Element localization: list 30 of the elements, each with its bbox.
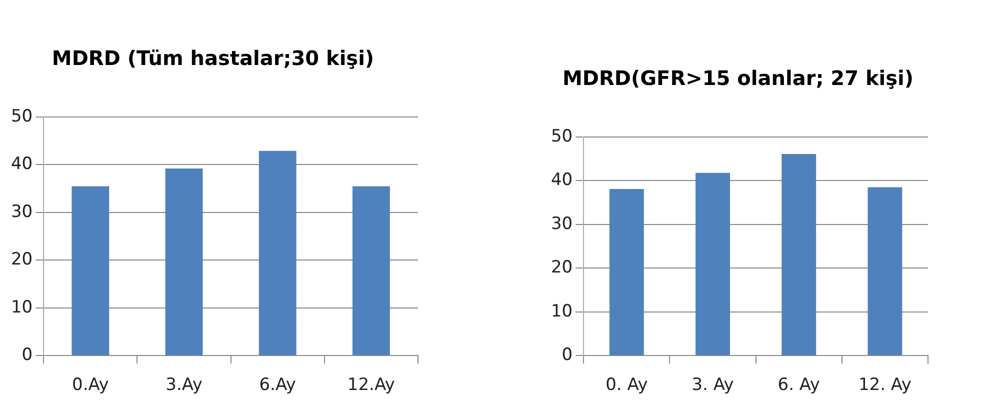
- x-tick-label: 0.Ay: [72, 375, 109, 396]
- x-tick-label: 3. Ay: [692, 375, 734, 396]
- chart-title: MDRD(GFR>15 olanlar; 27 kişi): [562, 66, 914, 90]
- bar: [258, 150, 296, 356]
- bar: [165, 168, 203, 356]
- x-tick-label: 6. Ay: [778, 375, 820, 396]
- y-tick-label: 30: [10, 202, 33, 222]
- y-tick-label: 0: [562, 345, 573, 366]
- bar: [782, 154, 816, 356]
- y-tick-label: 40: [550, 170, 573, 190]
- bar: [696, 172, 730, 356]
- x-tick-label: 12. Ay: [858, 375, 912, 396]
- bar: [609, 189, 644, 356]
- y-tick-label: 40: [10, 154, 33, 174]
- bar: [72, 186, 110, 356]
- x-tick-label: 0. Ay: [606, 375, 648, 396]
- y-tick-label: 10: [10, 297, 33, 318]
- y-tick-label: 10: [550, 301, 573, 322]
- y-tick-label: 30: [550, 214, 573, 234]
- y-tick-label: 0: [22, 345, 33, 366]
- y-tick-label: 50: [10, 106, 33, 126]
- chart-title: MDRD (Tüm hastalar;30 kişi): [52, 46, 374, 70]
- bar: [352, 186, 390, 356]
- y-tick-label: 50: [550, 126, 573, 146]
- x-tick-label: 12.Ay: [347, 375, 395, 396]
- y-tick-label: 20: [10, 250, 33, 270]
- y-tick-label: 20: [550, 258, 573, 278]
- bar: [868, 187, 902, 356]
- x-tick-label: 6.Ay: [259, 375, 296, 396]
- x-tick-label: 3.Ay: [166, 375, 202, 396]
